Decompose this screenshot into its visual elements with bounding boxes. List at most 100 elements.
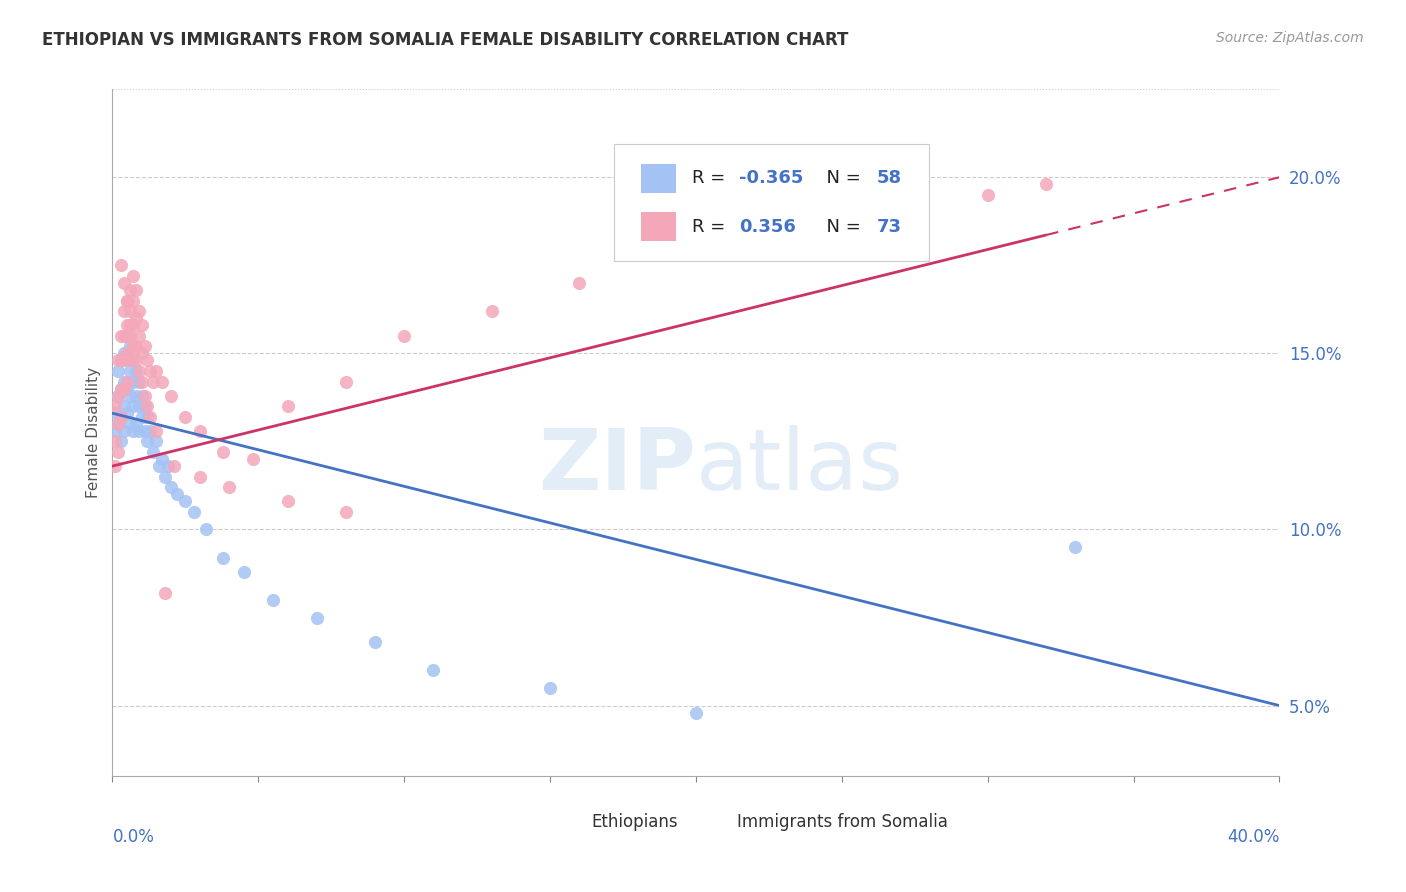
Point: [145, 424, 167, 438]
Point: [125, 364, 148, 378]
Point: [115, 293, 138, 308]
Point: [153, 586, 176, 600]
Point: [118, 389, 141, 403]
FancyBboxPatch shape: [641, 164, 676, 193]
Point: [107, 417, 129, 431]
Point: [131, 389, 153, 403]
Text: 40.0%: 40.0%: [1227, 828, 1279, 846]
Point: [125, 417, 148, 431]
Point: [136, 353, 159, 368]
Text: 0.356: 0.356: [740, 218, 796, 235]
Point: [112, 382, 135, 396]
Point: [685, 248, 707, 262]
Point: [153, 469, 176, 483]
Point: [122, 353, 145, 368]
Point: [422, 664, 444, 678]
Point: [148, 459, 170, 474]
Point: [194, 523, 217, 537]
Point: [163, 459, 186, 474]
Point: [110, 328, 132, 343]
Text: Source: ZipAtlas.com: Source: ZipAtlas.com: [1216, 31, 1364, 45]
Point: [131, 346, 153, 360]
Point: [118, 353, 141, 368]
Point: [139, 424, 162, 438]
Text: Immigrants from Somalia: Immigrants from Somalia: [737, 814, 948, 831]
Point: [112, 328, 135, 343]
Point: [134, 399, 156, 413]
Text: R =: R =: [693, 169, 731, 187]
Point: [160, 389, 183, 403]
Point: [976, 187, 998, 202]
Text: R =: R =: [693, 218, 737, 235]
Point: [122, 318, 145, 333]
Point: [801, 223, 824, 237]
Point: [174, 494, 197, 508]
Point: [118, 328, 141, 343]
Point: [110, 353, 132, 368]
Point: [115, 406, 138, 420]
Point: [122, 399, 145, 413]
Point: [110, 382, 132, 396]
Point: [128, 399, 150, 413]
FancyBboxPatch shape: [614, 145, 929, 260]
Text: N =: N =: [815, 169, 866, 187]
Point: [115, 328, 138, 343]
Point: [128, 364, 150, 378]
Point: [150, 452, 173, 467]
Point: [118, 339, 141, 353]
Point: [104, 424, 127, 438]
Point: [131, 409, 153, 424]
Text: ZIP: ZIP: [538, 425, 696, 508]
Point: [136, 434, 159, 449]
Point: [110, 258, 132, 272]
Point: [134, 339, 156, 353]
Point: [134, 389, 156, 403]
Point: [889, 198, 911, 212]
Point: [118, 283, 141, 297]
Point: [112, 399, 135, 413]
Point: [115, 382, 138, 396]
FancyBboxPatch shape: [641, 212, 676, 241]
Point: [112, 276, 135, 290]
Point: [104, 434, 127, 449]
Point: [122, 424, 145, 438]
Point: [112, 353, 135, 368]
Point: [242, 452, 264, 467]
Point: [107, 353, 129, 368]
Point: [142, 445, 165, 459]
Point: [183, 505, 205, 519]
Point: [107, 364, 129, 378]
Point: [125, 283, 148, 297]
Point: [188, 469, 211, 483]
Point: [122, 375, 145, 389]
Point: [107, 389, 129, 403]
Text: Ethiopians: Ethiopians: [591, 814, 678, 831]
Point: [110, 382, 132, 396]
Point: [364, 635, 387, 649]
Point: [107, 445, 129, 459]
Point: [156, 459, 179, 474]
Point: [125, 353, 148, 368]
Point: [188, 424, 211, 438]
Point: [136, 399, 159, 413]
Point: [122, 268, 145, 283]
Point: [212, 445, 235, 459]
Point: [136, 409, 159, 424]
Point: [110, 409, 132, 424]
Point: [481, 304, 503, 318]
Point: [118, 364, 141, 378]
Point: [276, 399, 298, 413]
Point: [125, 389, 148, 403]
Point: [218, 480, 240, 494]
Point: [276, 494, 298, 508]
Point: [1035, 178, 1057, 192]
Point: [139, 364, 162, 378]
Point: [145, 364, 167, 378]
Point: [392, 328, 416, 343]
Point: [107, 389, 129, 403]
Point: [128, 304, 150, 318]
Point: [110, 409, 132, 424]
Point: [212, 550, 235, 565]
Point: [125, 339, 148, 353]
Point: [145, 434, 167, 449]
